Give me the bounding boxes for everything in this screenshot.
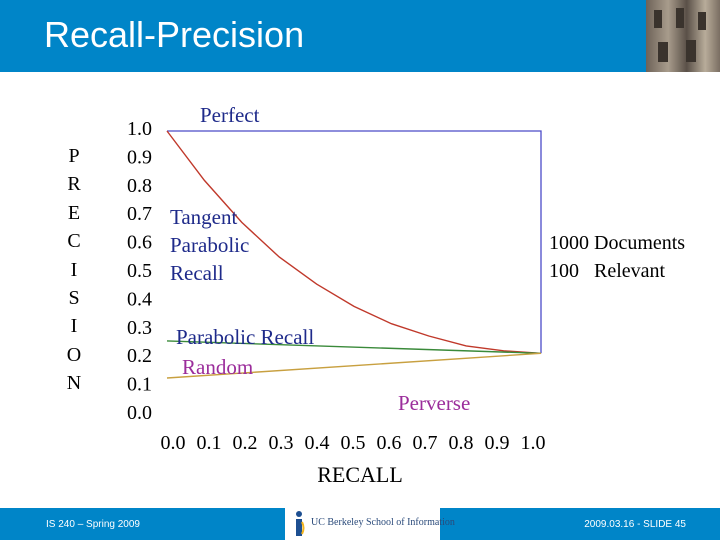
y-tick-label: 0.9 xyxy=(127,146,152,168)
series-line-parabolic-recall xyxy=(166,130,542,354)
dataset-note: 1000 Documents 100 Relevant xyxy=(549,229,685,285)
annotation-tangent: Tangent xyxy=(170,205,238,229)
x-tick-label: 0.7 xyxy=(413,432,438,454)
photo-window xyxy=(676,8,684,28)
x-tick-label: 0.9 xyxy=(485,432,510,454)
y-tick-label: 0.6 xyxy=(127,232,152,254)
ylabel-letter: P xyxy=(68,145,80,167)
ylabel-letter: S xyxy=(68,287,80,310)
ylabel-letter: I xyxy=(70,258,78,281)
annotation-parabolic-recall: Parabolic Recall xyxy=(176,325,314,349)
school-logo-text: UC Berkeley School of Information xyxy=(311,517,455,528)
photo-window xyxy=(654,10,662,28)
precision-axis-label: P R E C I S I O N xyxy=(62,142,86,398)
series-line-perverse xyxy=(166,352,542,379)
y-tick-label: 0.2 xyxy=(127,345,152,367)
x-axis-label: RECALL xyxy=(317,462,403,487)
x-tick-label: 0.1 xyxy=(197,432,222,454)
annotation-parabolic: Parabolic xyxy=(170,233,249,257)
slide-footer: IS 240 – Spring 2009 UC Berkeley School … xyxy=(0,508,720,540)
y-tick-label: 0.0 xyxy=(127,402,152,424)
course-label: IS 240 – Spring 2009 xyxy=(46,519,140,530)
y-tick-label: 0.4 xyxy=(127,288,152,310)
x-tick-label: 0.5 xyxy=(341,432,366,454)
y-tick-label: 0.3 xyxy=(127,317,152,339)
school-logo: UC Berkeley School of Information xyxy=(285,508,455,540)
slide-number: 2009.03.16 - SLIDE 45 xyxy=(584,519,686,530)
y-tick-label: 0.7 xyxy=(127,203,152,225)
x-tick-label: 1.0 xyxy=(521,432,546,454)
slide-header: Recall-Precision xyxy=(0,0,720,72)
x-tick-label: 0.2 xyxy=(233,432,258,454)
y-tick-label: 0.1 xyxy=(127,374,152,396)
photo-window xyxy=(686,40,696,62)
ylabel-letter: C xyxy=(67,230,81,253)
annotation-perverse: Perverse xyxy=(398,391,470,415)
x-tick-label: 0.4 xyxy=(305,432,330,454)
annotation-recall: Recall xyxy=(170,261,224,285)
ylabel-letter: R xyxy=(67,173,81,196)
y-tick-labels: 1.0 0.9 0.8 0.7 0.6 0.5 0.4 0.3 0.2 0.1 0.0 xyxy=(127,118,152,424)
dataset-note-documents: 1000 Documents xyxy=(549,232,686,254)
recall-precision-chart: 1.0 0.9 0.8 0.7 0.6 0.5 0.4 0.3 0.2 0.1 0.0 0.0 0.1… xyxy=(127,103,546,487)
building-photo xyxy=(646,0,720,72)
y-tick-label: 0.8 xyxy=(127,175,152,197)
ylabel-letter: E xyxy=(67,201,81,224)
series-line-perfect xyxy=(167,130,542,354)
y-tick-label: 1.0 xyxy=(127,118,152,140)
ylabel-letter: O xyxy=(66,343,82,366)
annotation-random: Random xyxy=(182,355,253,379)
x-tick-label: 0.8 xyxy=(449,432,474,454)
photo-window xyxy=(698,12,706,30)
x-tick-label: 0.0 xyxy=(161,432,186,454)
slide-title: Recall-Precision xyxy=(44,14,305,55)
x-tick-labels: 0.0 0.1 0.2 0.3 0.4 0.5 0.6 0.7 0.8 0.9 1.0 xyxy=(161,432,546,454)
series-layer xyxy=(166,130,542,379)
series-line-random xyxy=(166,340,542,354)
x-tick-label: 0.3 xyxy=(269,432,294,454)
dataset-note-relevant: 100 Relevant xyxy=(549,260,666,282)
ylabel-letter: I xyxy=(70,315,78,338)
x-tick-label: 0.6 xyxy=(377,432,402,454)
y-tick-label: 0.5 xyxy=(127,260,152,282)
ischool-logo-icon xyxy=(296,511,305,536)
ylabel-letter: N xyxy=(66,372,82,395)
photo-window xyxy=(658,42,668,62)
annotation-perfect: Perfect xyxy=(200,103,260,127)
